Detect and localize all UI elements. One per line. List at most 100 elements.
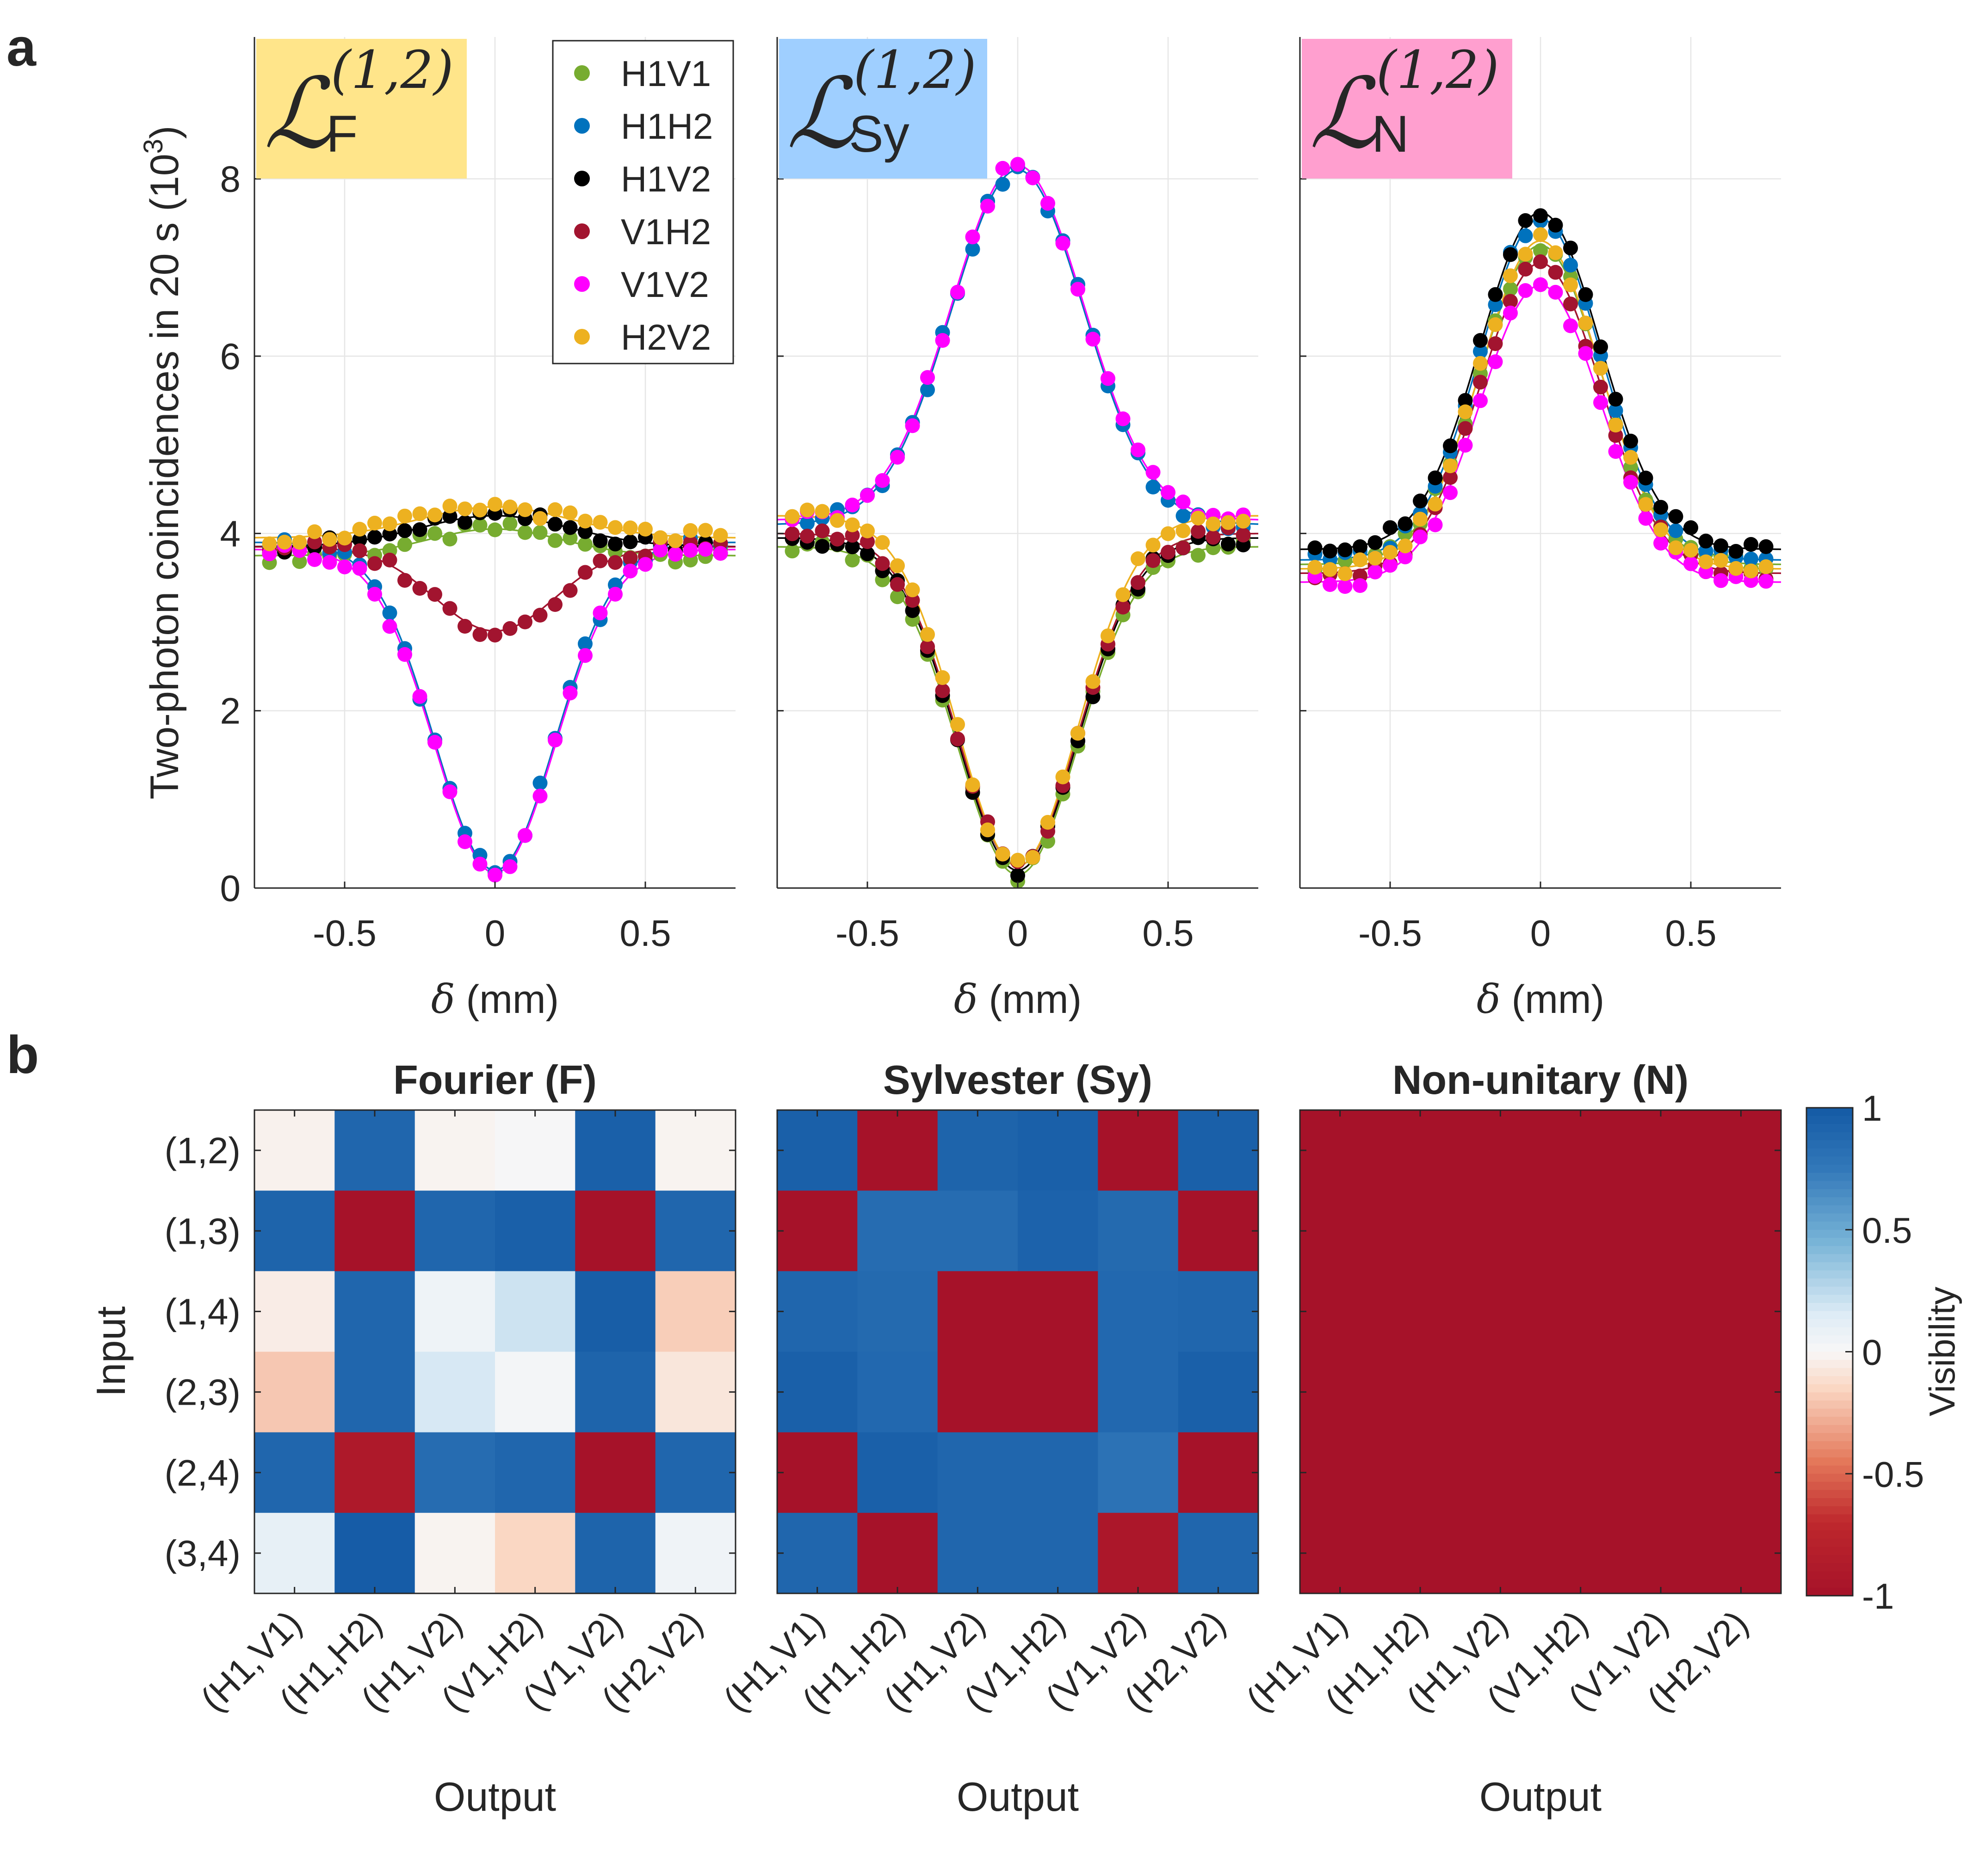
heatmap-cell: [655, 1110, 736, 1191]
heatmap-cell: [777, 1432, 858, 1513]
colorbar-label-group: Visibility: [1922, 1287, 1962, 1416]
legend-label-V1V2: V1V2: [621, 264, 709, 305]
legend-box: [552, 40, 734, 364]
point-H2V2: [1563, 277, 1578, 292]
point-V1H2: [1131, 575, 1145, 590]
point-V1H2: [1593, 379, 1608, 395]
tag-superscript: (1,2): [331, 40, 454, 100]
heatmap-title: Non-unitary (N): [1392, 1057, 1689, 1103]
heatmap-cell: [1178, 1351, 1259, 1433]
heatmap-cell: [1621, 1432, 1701, 1513]
heatmap-cell: [254, 1110, 335, 1191]
point-V1V2: [1175, 494, 1191, 510]
point-H2V2: [1744, 563, 1758, 579]
point-H1V2: [1578, 287, 1593, 302]
heatmap-cell: [414, 1191, 495, 1272]
colorbar-segment: [1806, 1514, 1853, 1523]
point-V1V2: [845, 497, 860, 512]
heatmap-cell: [1701, 1432, 1781, 1513]
point-H1V2: [1010, 868, 1025, 883]
point-H2V2: [593, 515, 608, 530]
heatmap-cell: [495, 1191, 576, 1272]
point-H2V2: [1533, 227, 1548, 242]
point-H1V2: [1367, 535, 1383, 550]
heatmap-cell: [1540, 1351, 1621, 1433]
point-H1V1: [518, 525, 532, 540]
point-V1V2: [518, 828, 532, 843]
point-V1H2: [593, 553, 608, 568]
y-tick-label: 6: [220, 336, 241, 377]
point-H1V1: [488, 522, 502, 537]
point-H2V2: [488, 497, 502, 512]
tag-subscript: Sy: [849, 105, 909, 163]
heatmap-cell: [1380, 1191, 1461, 1272]
point-H1V1: [397, 537, 412, 552]
point-V1V2: [397, 647, 412, 662]
point-H1V2: [1623, 433, 1638, 449]
point-H2V2: [1323, 562, 1337, 577]
colorbar-segment: [1806, 1408, 1853, 1417]
point-H1V2: [458, 515, 472, 530]
point-V1V2: [488, 868, 502, 882]
point-V1V2: [1070, 282, 1085, 297]
x-axis-label: δ (mm): [431, 976, 559, 1023]
point-V1V2: [442, 784, 458, 799]
panel-b: Fourier (F)(H1,V1)(H1,H2)(H1,V2)(V1,H2)(…: [88, 1057, 1962, 1820]
point-V1H2: [845, 528, 860, 543]
point-H1V2: [845, 539, 860, 555]
colorbar-segment: [1806, 1165, 1853, 1173]
point-H2V2: [1070, 726, 1085, 741]
colorbar-segment: [1806, 1530, 1853, 1539]
point-H2V2: [1040, 815, 1055, 830]
point-V1V2: [1518, 283, 1533, 298]
point-H1V2: [1488, 287, 1503, 302]
legend-marker-H1V2: [574, 171, 590, 186]
heatmap-cell: [414, 1110, 495, 1191]
heatmap-cell: [857, 1432, 938, 1513]
heatmap-cell: [655, 1271, 736, 1352]
colorbar-segment: [1806, 1254, 1853, 1263]
point-V1H2: [785, 526, 800, 542]
heatmap-cell: [1018, 1110, 1099, 1191]
point-H1V2: [623, 534, 638, 549]
colorbar-segment: [1806, 1425, 1853, 1434]
panel-label-b: b: [6, 1025, 39, 1085]
tag-box-N: [1302, 39, 1512, 179]
heatmap-cell: [1098, 1351, 1179, 1433]
heatmap-cell: [414, 1432, 495, 1513]
point-V1V2: [875, 473, 890, 488]
point-H2V2: [830, 513, 845, 528]
point-H2V2: [1728, 561, 1744, 576]
point-V1V2: [1563, 318, 1578, 333]
colorbar-segment: [1806, 1571, 1853, 1580]
heatmap-cell: [1300, 1191, 1381, 1272]
point-H1V2: [1593, 339, 1608, 354]
point-H1V2: [548, 517, 563, 532]
point-H2V2: [1548, 245, 1563, 260]
point-H1V2: [1503, 247, 1518, 262]
colorbar-segment: [1806, 1270, 1853, 1279]
colorbar-segment: [1806, 1433, 1853, 1442]
point-H2V2: [845, 517, 860, 532]
point-H1H2: [1608, 403, 1623, 418]
heatmap-cell: [1018, 1351, 1099, 1433]
heatmap-cell: [1460, 1432, 1541, 1513]
point-V1H2: [1548, 265, 1563, 280]
x-axis-label: δ (mm): [954, 976, 1082, 1023]
colorbar-segment: [1806, 1213, 1853, 1222]
heatmap-ylabel-group: Input: [88, 1306, 134, 1397]
legend-label-H1V2: H1V2: [621, 159, 711, 199]
point-H1V2: [397, 523, 412, 538]
point-H2V2: [397, 508, 412, 524]
legend-label-V1H2: V1H2: [621, 211, 711, 252]
point-H1V2: [1563, 241, 1578, 256]
heatmap-ylabel: Input: [88, 1306, 134, 1397]
colorbar-segment: [1806, 1108, 1853, 1117]
heatmap-cell: [495, 1512, 576, 1594]
point-V1H2: [518, 614, 532, 629]
heatmap-cell: [575, 1271, 656, 1352]
heatmap-cell: [575, 1512, 656, 1594]
point-H2V2: [935, 670, 950, 685]
heatmap-2: Non-unitary (N)(H1,V1)(H1,H2)(H1,V2)(V1,…: [1238, 1057, 1782, 1820]
